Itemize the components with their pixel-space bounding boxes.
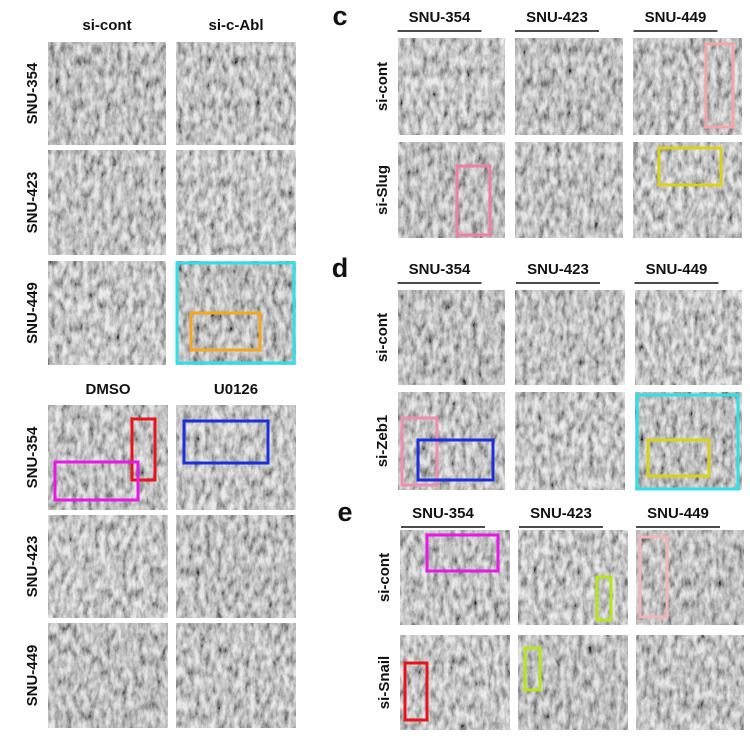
micrograph-texture xyxy=(176,623,296,728)
micrograph-texture xyxy=(398,38,505,135)
row-label: SNU-423 xyxy=(24,172,41,234)
row-label: SNU-354 xyxy=(24,426,41,488)
box xyxy=(657,146,723,187)
box xyxy=(182,419,270,465)
box xyxy=(595,575,613,622)
box xyxy=(638,535,669,619)
micrograph-texture xyxy=(636,530,744,625)
row-label: si-Snail xyxy=(376,656,393,709)
panel-letter: e xyxy=(337,497,352,527)
row-label: si-cont xyxy=(376,553,393,602)
column-header: U0126 xyxy=(214,381,258,398)
column-header: SNU-423 xyxy=(526,9,588,26)
box xyxy=(523,646,542,692)
micrograph-texture xyxy=(398,290,505,385)
column-header: DMSO xyxy=(86,381,131,398)
column-header: SNU-354 xyxy=(412,505,474,522)
column-header: SNU-423 xyxy=(527,261,589,278)
micrograph-texture xyxy=(515,38,623,135)
highlight-boxes xyxy=(53,42,740,722)
micrograph-texture xyxy=(48,515,168,618)
row-label: SNU-354 xyxy=(24,62,41,124)
micrographs xyxy=(48,38,744,730)
box xyxy=(416,438,495,482)
micrograph-texture xyxy=(515,142,623,238)
column-header: SNU-354 xyxy=(409,261,471,278)
micrograph-texture xyxy=(176,42,296,145)
box xyxy=(53,460,140,502)
box xyxy=(425,533,500,573)
box xyxy=(704,42,735,129)
row-label: SNU-449 xyxy=(24,645,41,707)
micrograph-texture xyxy=(515,290,625,385)
box xyxy=(455,164,492,237)
box xyxy=(403,661,429,722)
micrograph-texture xyxy=(400,530,510,625)
row-label: si-Slug xyxy=(374,165,391,215)
row-label: SNU-423 xyxy=(24,536,41,598)
micrograph-texture xyxy=(176,150,296,255)
box xyxy=(646,438,711,478)
box xyxy=(130,417,157,482)
micrograph-texture xyxy=(636,635,744,730)
micrograph-texture xyxy=(633,142,742,238)
micrograph-texture xyxy=(48,150,166,255)
micrograph-texture xyxy=(48,623,168,728)
micrograph-texture xyxy=(515,392,625,490)
box xyxy=(189,311,262,352)
micrograph-texture xyxy=(518,635,628,730)
micrograph-texture xyxy=(400,635,510,730)
column-header: SNU-449 xyxy=(647,505,709,522)
panel-letter: c xyxy=(332,1,347,31)
column-header: SNU-449 xyxy=(645,9,707,26)
column-header: si-cont xyxy=(82,17,131,34)
micrograph-texture xyxy=(48,42,166,145)
box xyxy=(635,393,740,491)
column-header: SNU-449 xyxy=(646,261,708,278)
micrograph-texture xyxy=(48,261,166,365)
column-header: SNU-423 xyxy=(530,505,592,522)
row-label: si-Zeb1 xyxy=(374,415,391,468)
box xyxy=(400,416,439,487)
row-label: si-cont xyxy=(374,62,391,111)
column-header: si-c-Abl xyxy=(208,17,263,34)
micrograph-texture xyxy=(635,290,742,385)
micrograph-texture xyxy=(398,142,505,238)
row-label: SNU-449 xyxy=(24,282,41,344)
column-header: SNU-354 xyxy=(409,9,471,26)
micrograph-texture xyxy=(48,405,168,510)
micrograph-texture xyxy=(176,515,296,618)
row-label: si-cont xyxy=(374,313,391,362)
box xyxy=(175,261,296,365)
panel-letter: d xyxy=(332,253,349,283)
micrograph-texture xyxy=(633,38,742,135)
